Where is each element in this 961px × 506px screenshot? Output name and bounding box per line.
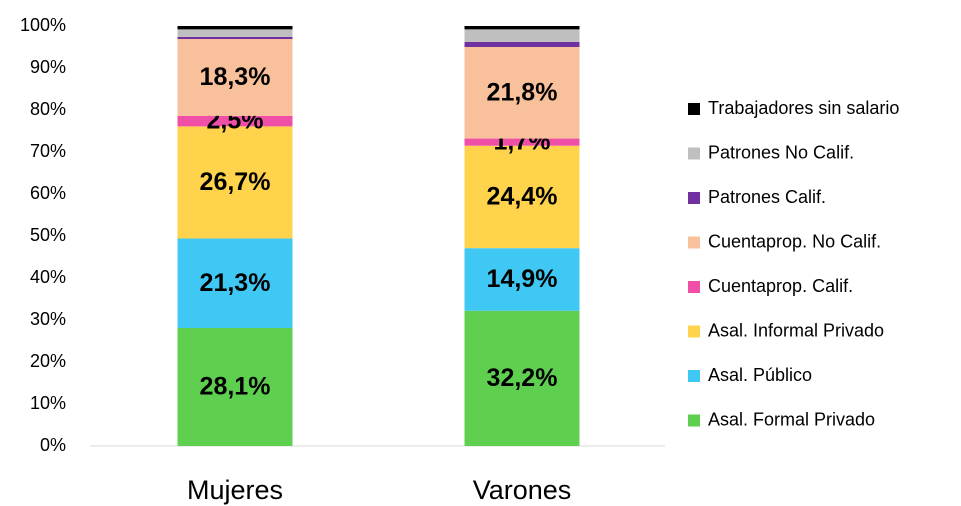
y-tick-label: 100%	[20, 15, 66, 35]
legend-label: Cuentaprop. Calif.	[708, 276, 853, 296]
y-tick-label: 60%	[30, 183, 66, 203]
bar-segment	[177, 115, 293, 127]
data-label: 24,4%	[487, 183, 558, 211]
bar-segment	[464, 29, 580, 42]
data-label: 28,1%	[200, 373, 271, 401]
data-label: 21,3%	[200, 269, 271, 297]
bar-segment	[177, 29, 293, 37]
legend-label: Patrones Calif.	[708, 187, 826, 207]
bar-segment	[464, 310, 580, 446]
data-label: 14,9%	[487, 265, 558, 293]
bar-segment	[464, 26, 580, 30]
data-label: 32,2%	[487, 364, 558, 392]
y-tick-label: 10%	[30, 393, 66, 413]
bar-segment	[464, 248, 580, 311]
legend-label: Asal. Informal Privado	[708, 320, 884, 340]
bar-segment	[177, 327, 293, 446]
bar-segment	[464, 138, 580, 146]
legend-swatch	[688, 147, 700, 160]
legend-label: Patrones No Calif.	[708, 142, 854, 162]
bar-segment	[177, 238, 293, 328]
legend-swatch	[688, 370, 700, 382]
y-tick-label: 40%	[30, 267, 66, 287]
y-tick-label: 0%	[40, 435, 66, 455]
bar-segment	[464, 145, 580, 249]
y-tick-label: 20%	[30, 351, 66, 371]
data-label: 26,7%	[200, 168, 271, 196]
legend-label: Asal. Público	[708, 365, 812, 385]
y-tick-label: 90%	[30, 57, 66, 77]
legend-swatch	[688, 414, 700, 427]
y-tick-label: 80%	[30, 99, 66, 119]
data-label: 18,3%	[200, 63, 271, 91]
legend-label: Cuentaprop. No Calif.	[708, 231, 881, 251]
legend-label: Asal. Formal Privado	[708, 409, 875, 429]
bar-segment	[177, 126, 293, 239]
legend-swatch	[688, 236, 700, 249]
bar-segment	[464, 41, 580, 47]
y-tick-label: 70%	[30, 141, 66, 161]
legend-swatch	[688, 281, 700, 293]
legend-swatch	[688, 192, 700, 204]
bar-segment	[177, 26, 293, 30]
legend-swatch	[688, 325, 700, 338]
bar-segment	[177, 39, 293, 116]
data-label: 21,8%	[487, 78, 558, 106]
bar-segment	[464, 47, 580, 139]
y-tick-label: 50%	[30, 225, 66, 245]
bar-segment	[177, 36, 293, 40]
x-tick-label: Varones	[473, 475, 572, 505]
x-tick-label: Mujeres	[187, 475, 283, 505]
y-tick-label: 30%	[30, 309, 66, 329]
legend-label: Trabajadores sin salario	[708, 98, 899, 118]
legend-swatch	[688, 103, 700, 115]
